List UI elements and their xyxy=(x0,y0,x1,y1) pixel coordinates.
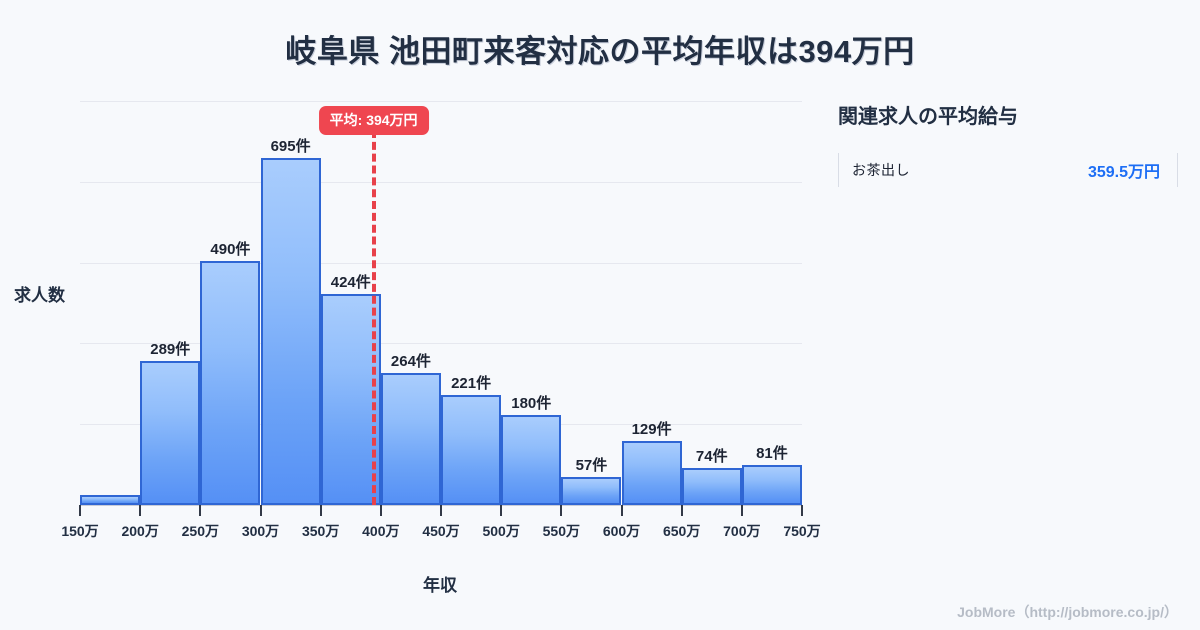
x-axis-tick-label: 650万 xyxy=(662,523,701,539)
gridline xyxy=(80,343,802,344)
average-badge: 平均: 394万円 xyxy=(318,106,429,135)
x-axis-tick-label: 250万 xyxy=(181,523,220,539)
bar-value-label: 81件 xyxy=(756,444,788,462)
gridline xyxy=(80,263,802,264)
x-axis-title: 年収 xyxy=(423,576,457,595)
x-axis-tick xyxy=(620,505,623,516)
x-axis-tick-label: 150万 xyxy=(61,523,99,539)
bar-value-label: 490件 xyxy=(210,240,251,258)
salary-row[interactable]: お茶出し 359.5万円 xyxy=(838,153,1178,187)
bar-value-label: 221件 xyxy=(451,374,492,392)
bar[interactable] xyxy=(140,360,201,505)
salary-row-name: お茶出し xyxy=(852,162,910,178)
bar-value-label: 129件 xyxy=(631,420,672,438)
x-axis-tick-label: 750万 xyxy=(783,523,821,539)
related-salary-heading: 関連求人の平均給与 xyxy=(838,106,1018,128)
x-axis-tick xyxy=(259,505,262,516)
x-axis-tick xyxy=(440,505,442,516)
x-axis-tick-label: 550万 xyxy=(542,523,581,539)
average-line xyxy=(371,130,376,505)
x-axis-tick xyxy=(199,505,202,516)
footer-watermark: JobMore（http://jobmore.co.jp/） xyxy=(957,604,1178,620)
page-title: 岐阜県 池田町来客対応の平均年収は394万円 xyxy=(285,34,915,69)
bar-value-label: 289件 xyxy=(150,340,191,358)
salary-row-value: 359.5万円 xyxy=(1087,164,1160,181)
bar[interactable] xyxy=(80,495,141,505)
gridline xyxy=(80,182,802,183)
x-axis-tick-label: 600万 xyxy=(602,523,641,539)
x-axis-tick-label: 700万 xyxy=(723,523,761,539)
bar-value-label: 424件 xyxy=(330,273,371,291)
bar[interactable] xyxy=(200,260,261,505)
x-axis-tick-label: 300万 xyxy=(241,523,280,539)
x-axis-tick xyxy=(801,505,803,516)
bar[interactable] xyxy=(741,464,802,505)
x-axis-tick xyxy=(319,505,322,516)
related-salary-panel: 関連求人の平均給与 お茶出し 359.5万円 xyxy=(838,100,1178,187)
bar-value-label: 264件 xyxy=(390,353,431,371)
bar[interactable] xyxy=(380,373,441,505)
bar[interactable] xyxy=(260,158,321,505)
x-axis-tick xyxy=(740,505,743,516)
x-axis-tick-label: 350万 xyxy=(301,523,340,539)
bar-value-label: 57件 xyxy=(575,456,608,474)
x-axis-tick xyxy=(379,505,382,516)
x-axis-tick xyxy=(500,505,503,516)
bar[interactable] xyxy=(501,415,562,505)
bar[interactable] xyxy=(561,476,622,505)
gridline xyxy=(80,101,802,102)
x-axis-tick-label: 200万 xyxy=(121,523,159,539)
bar[interactable] xyxy=(320,293,381,505)
x-axis-tick xyxy=(139,505,142,516)
x-axis-tick xyxy=(560,505,563,516)
y-axis-title: 求人数 xyxy=(14,286,65,305)
chart-plot-area xyxy=(80,101,802,506)
bar[interactable] xyxy=(441,394,502,505)
x-axis-tick-label: 400万 xyxy=(362,523,400,539)
x-axis-tick-label: 500万 xyxy=(482,523,520,539)
x-axis-tick-label: 450万 xyxy=(422,523,460,539)
bar-value-label: 695件 xyxy=(270,138,311,156)
bar-value-label: 180件 xyxy=(511,395,552,413)
x-axis-tick xyxy=(79,505,81,516)
bar-value-label: 74件 xyxy=(695,448,728,466)
bar[interactable] xyxy=(621,440,682,505)
bar[interactable] xyxy=(681,468,742,505)
x-axis-tick xyxy=(680,505,683,516)
